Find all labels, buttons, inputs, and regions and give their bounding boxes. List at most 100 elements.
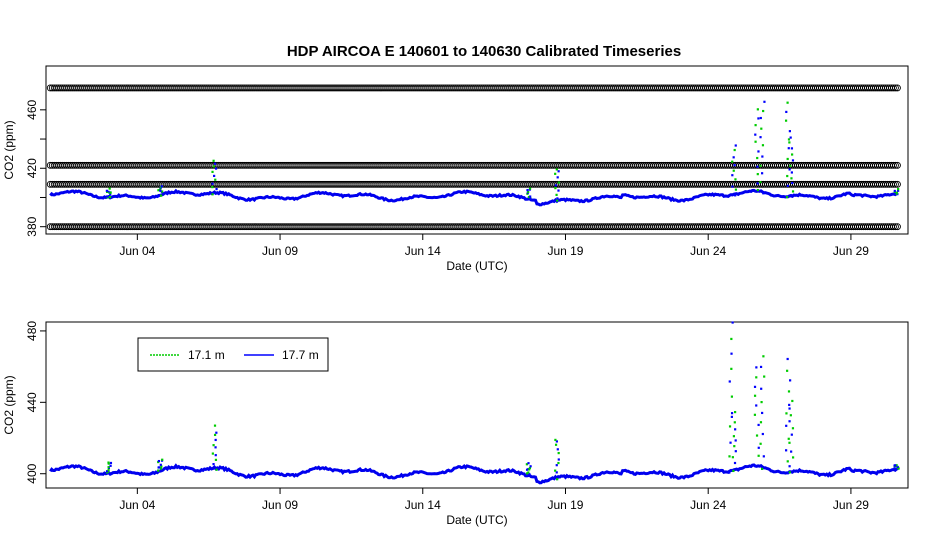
spike-point: [790, 433, 793, 436]
spike-point: [734, 178, 737, 181]
spike-point: [788, 130, 791, 133]
spike-point: [159, 463, 162, 466]
spike-point: [789, 379, 792, 382]
spike-point: [215, 431, 218, 434]
x-tick-label: Jun 04: [119, 498, 155, 512]
spike-point: [214, 438, 217, 442]
spike-point: [790, 171, 793, 174]
spike-point: [109, 461, 113, 465]
spike-point: [528, 468, 531, 471]
spike-point: [787, 437, 790, 440]
spike-point: [791, 159, 795, 162]
spike-point: [557, 461, 560, 465]
spike-point: [757, 454, 760, 457]
spike-point: [556, 478, 559, 481]
x-tick-label: Jun 29: [833, 244, 869, 258]
y-tick-label: 420: [25, 158, 39, 178]
spike-point: [761, 411, 764, 415]
calibration-point: [891, 161, 899, 169]
spike-point: [211, 170, 214, 173]
spike-point: [787, 138, 791, 141]
spike-point: [214, 458, 218, 461]
spike-point: [761, 155, 764, 158]
spike-point: [212, 159, 215, 162]
spike-point: [108, 472, 111, 475]
spike-point: [756, 108, 759, 111]
spike-point: [161, 458, 164, 461]
spike-point: [157, 189, 160, 192]
spike-point: [762, 355, 765, 358]
calibration-point: [893, 180, 901, 188]
spike-point: [728, 471, 731, 474]
legend-label: 17.7 m: [282, 348, 319, 362]
spike-point: [554, 172, 557, 175]
spike-point: [761, 172, 764, 175]
spike-point: [755, 376, 758, 379]
spike-point: [760, 387, 763, 390]
spike-point: [756, 188, 759, 192]
spike-point: [762, 455, 765, 458]
y-tick-label: 480: [25, 321, 39, 341]
legend: 17.1 m 17.7 m: [137, 337, 329, 372]
calibration-point: [889, 161, 897, 169]
y-axis-label: CO2 (ppm): [2, 120, 16, 179]
spike-point: [893, 189, 896, 193]
spike-point: [786, 460, 789, 463]
spike-point: [754, 140, 757, 143]
spike-point: [160, 185, 163, 188]
plot-frame: [45, 65, 909, 235]
calibration-point: [889, 223, 897, 231]
spike-point: [784, 119, 788, 122]
spike-point: [555, 168, 558, 171]
spike-point: [753, 464, 756, 467]
spike-point: [157, 459, 161, 463]
spike-point: [211, 452, 214, 455]
calibration-point: [893, 84, 901, 92]
spike-point: [753, 413, 757, 416]
spike-point: [788, 407, 791, 410]
spike-point: [213, 162, 217, 165]
spike-point: [897, 189, 900, 192]
spike-point: [734, 144, 737, 147]
x-tick-label: Jun 09: [262, 244, 298, 258]
spike-point: [754, 124, 757, 127]
spike-point: [161, 190, 164, 193]
spike-point: [109, 464, 112, 467]
spike-point: [789, 414, 792, 417]
spike-point: [763, 375, 766, 378]
x-tick-label: Jun 19: [547, 498, 583, 512]
spike-point: [895, 191, 899, 194]
spike-point: [554, 443, 558, 446]
spike-point: [159, 467, 163, 470]
spike-point: [790, 450, 793, 453]
spike-point: [211, 185, 214, 189]
spike-point: [786, 157, 789, 161]
spike-point: [755, 366, 758, 369]
spike-point: [761, 432, 764, 436]
spike-point: [527, 190, 530, 194]
spike-point: [895, 464, 898, 467]
spike-point: [893, 192, 896, 195]
calibration-point: [891, 180, 899, 188]
spike-point: [213, 174, 216, 178]
spike-point: [557, 181, 560, 184]
x-tick-label: Jun 04: [119, 244, 155, 258]
spike-point: [755, 434, 759, 437]
spike-point: [557, 458, 560, 461]
spike-point: [731, 174, 734, 177]
spike-point: [763, 100, 766, 103]
spike-point: [214, 454, 217, 457]
series-17-7m-line: [49, 188, 899, 207]
spike-point: [733, 445, 736, 448]
spike-point: [789, 164, 792, 167]
calibration-point: [889, 84, 897, 92]
spike-point: [557, 451, 560, 455]
spike-point: [526, 189, 529, 192]
spike-point: [554, 438, 557, 442]
calibration-point: [891, 223, 899, 231]
spike-point: [557, 170, 560, 173]
spike-point: [786, 184, 789, 187]
spike-point: [730, 337, 733, 341]
spike-point: [159, 194, 163, 197]
spike-point: [734, 450, 737, 453]
